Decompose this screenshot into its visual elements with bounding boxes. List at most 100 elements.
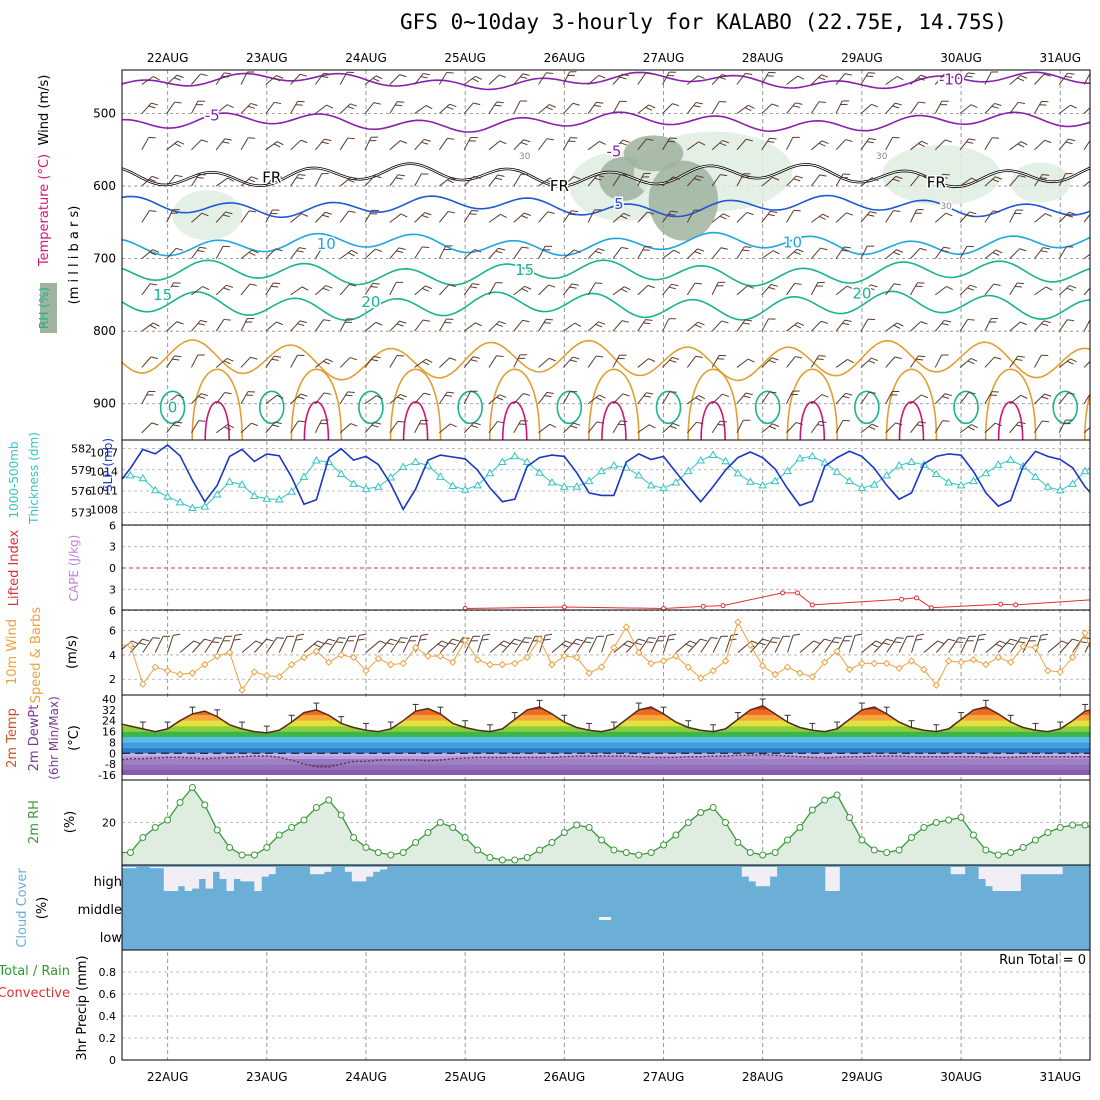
temperature-tick-label: -8 xyxy=(105,758,116,771)
wind-barb-flag xyxy=(1067,72,1075,75)
wind-barb-flag xyxy=(1045,286,1053,291)
wind-barb-flag xyxy=(672,103,680,107)
lifted-index-tick: 3 xyxy=(109,541,116,554)
wind-barb-flag xyxy=(1066,214,1074,218)
precip-unit-label: 3hr Precip (mm) xyxy=(75,955,90,1060)
wind-barb-flag xyxy=(966,141,974,144)
thickness-point xyxy=(634,470,644,479)
wind-barb-flag xyxy=(569,286,577,289)
thickness-point xyxy=(770,476,780,485)
wind10-tick-label: 6 xyxy=(109,625,116,638)
wind-barb-flag xyxy=(201,212,209,217)
wind-barb-flag xyxy=(869,137,877,141)
wind-barb-shaft xyxy=(687,141,700,151)
wind-barb-flag xyxy=(871,643,879,648)
wind-barb-flag xyxy=(795,422,803,425)
wind-barb-shaft xyxy=(439,103,451,114)
wind-barb-shaft xyxy=(265,75,277,85)
wind-barb-flag xyxy=(991,105,999,109)
wind-barb-shaft xyxy=(762,637,774,653)
wind-barb-shaft xyxy=(686,175,698,187)
high-cloud-cell xyxy=(762,867,771,887)
wind-barb-flag xyxy=(474,248,482,253)
wind-barb-flag xyxy=(767,140,775,143)
wind-barb-shaft xyxy=(513,212,525,223)
lifted-index-point xyxy=(928,605,934,611)
high-cloud-cell xyxy=(156,867,165,869)
wind-barb-flag xyxy=(172,358,180,361)
wind-barb-shaft xyxy=(427,640,443,653)
contour-label: 20 xyxy=(361,293,380,311)
wind-barb-flag xyxy=(202,286,210,290)
temp-contour-35 xyxy=(997,401,1024,440)
millibars-axis-label: (m i l l i b a r s) xyxy=(67,206,82,305)
wind10-speed-point xyxy=(969,656,978,664)
wind-barb-flag xyxy=(324,392,332,395)
wind-barb-flag xyxy=(573,176,581,180)
wind-barb-shaft xyxy=(736,73,746,85)
rh2m-point xyxy=(957,814,965,821)
rh2m-point xyxy=(907,834,915,841)
dewpoint-title-label: 2m DewPt xyxy=(27,705,42,772)
temp-contour-10 xyxy=(122,231,1090,257)
wind-barb-shaft xyxy=(464,636,474,653)
wind-barb-flag xyxy=(372,282,380,285)
wind-barb-flag xyxy=(768,286,776,290)
wind-barb-shaft xyxy=(885,102,896,114)
wind-barb-flag xyxy=(223,360,231,365)
run-total-label: Run Total = 0 xyxy=(999,953,1086,968)
wind-barb-shaft xyxy=(786,248,798,259)
wind-barb-flag xyxy=(720,247,728,250)
wind-barb-shaft xyxy=(711,282,719,296)
wind-barb-flag xyxy=(1019,248,1027,252)
temp-contour-25 xyxy=(122,339,1090,382)
wind-barb-shaft xyxy=(637,72,647,85)
wind-barb-flag xyxy=(818,101,826,104)
contour-label: 10 xyxy=(317,235,336,253)
wind-barb-flag xyxy=(792,105,800,108)
wind-barb-shaft xyxy=(711,393,723,405)
wind-barb-flag xyxy=(152,637,160,639)
wind-barb-flag xyxy=(470,286,478,289)
rh2m-point xyxy=(945,816,953,824)
wind-barb-flag xyxy=(946,286,953,290)
wind-barb-flag xyxy=(844,73,852,76)
wind-barb-shaft xyxy=(364,175,375,187)
wind-barb-shaft xyxy=(786,356,796,368)
wind-barb-shaft xyxy=(488,174,498,187)
wind-barb-flag xyxy=(697,248,705,252)
wind-barb-flag xyxy=(212,641,220,644)
wind-barb-shaft xyxy=(339,72,348,85)
wind-barb-flag xyxy=(868,426,876,430)
wind-barb-shaft xyxy=(563,422,574,434)
wind-barb-shaft xyxy=(339,284,350,296)
thickness-point xyxy=(312,456,321,464)
wind-barb-shaft xyxy=(934,247,944,259)
wind-barb-shaft xyxy=(687,395,699,405)
wind-barb-flag xyxy=(1092,180,1098,183)
temp-contour-20 xyxy=(122,290,1090,322)
thickness-point xyxy=(721,456,730,465)
wind-barb-flag xyxy=(297,323,305,326)
wind-barb-flag xyxy=(425,358,433,363)
wind-barb-shaft xyxy=(314,72,325,85)
wind-barb-shaft xyxy=(265,421,276,434)
wind-barb-shaft xyxy=(538,138,548,151)
temperature-tick-label: 16 xyxy=(102,726,116,739)
temp-contour-30 xyxy=(984,368,1037,440)
wind-barb-flag xyxy=(717,423,725,426)
wind-barb-shaft xyxy=(885,175,897,187)
wind-barb-flag xyxy=(193,640,201,645)
wind-barb-shaft xyxy=(1058,72,1068,85)
wind-barb-flag xyxy=(419,638,427,641)
wind-barb-shaft xyxy=(389,282,397,296)
wind-barb-flag xyxy=(499,394,507,398)
wind-barb-shaft xyxy=(959,246,968,259)
wind-barb-shaft xyxy=(749,638,763,653)
cloud-unit-label: (%) xyxy=(35,897,50,920)
rh2m-point xyxy=(858,836,866,844)
wind10-speed-point xyxy=(337,651,345,659)
wind-barb-flag xyxy=(1044,393,1052,397)
wind-barb-flag xyxy=(669,633,677,636)
wind-barb-flag xyxy=(918,101,926,104)
